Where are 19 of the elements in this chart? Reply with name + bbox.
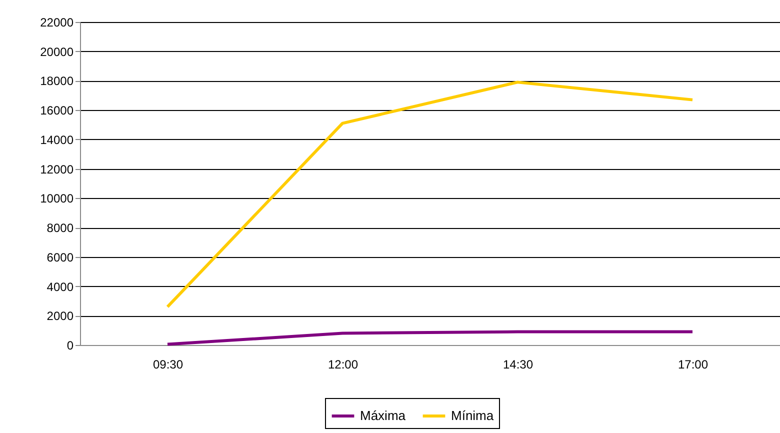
y-tick-label: 12000 xyxy=(40,162,74,176)
y-tick-label: 6000 xyxy=(46,250,74,264)
y-tick-label: 10000 xyxy=(40,192,74,206)
y-tick-label: 8000 xyxy=(46,221,74,236)
y-tick-label: 4000 xyxy=(46,280,74,294)
y-tick-label: 0 xyxy=(66,338,74,352)
legend-label: Máxima xyxy=(360,408,406,423)
y-tick-label: 22000 xyxy=(40,16,74,30)
y-tick-label: 2000 xyxy=(46,309,74,324)
line-series xyxy=(166,80,694,308)
x-tick-label: 14:30 xyxy=(502,358,534,372)
y-tick-label: 20000 xyxy=(40,44,74,59)
legend-label: Mínima xyxy=(451,408,494,423)
y-tick-label: 18000 xyxy=(40,74,74,88)
y-tick-label: 16000 xyxy=(40,104,74,118)
x-tick-label: 12:00 xyxy=(328,358,358,372)
x-tick-label: 17:00 xyxy=(678,358,708,372)
y-tick-label: 14000 xyxy=(40,132,74,147)
x-tick-label: 09:30 xyxy=(152,358,184,372)
